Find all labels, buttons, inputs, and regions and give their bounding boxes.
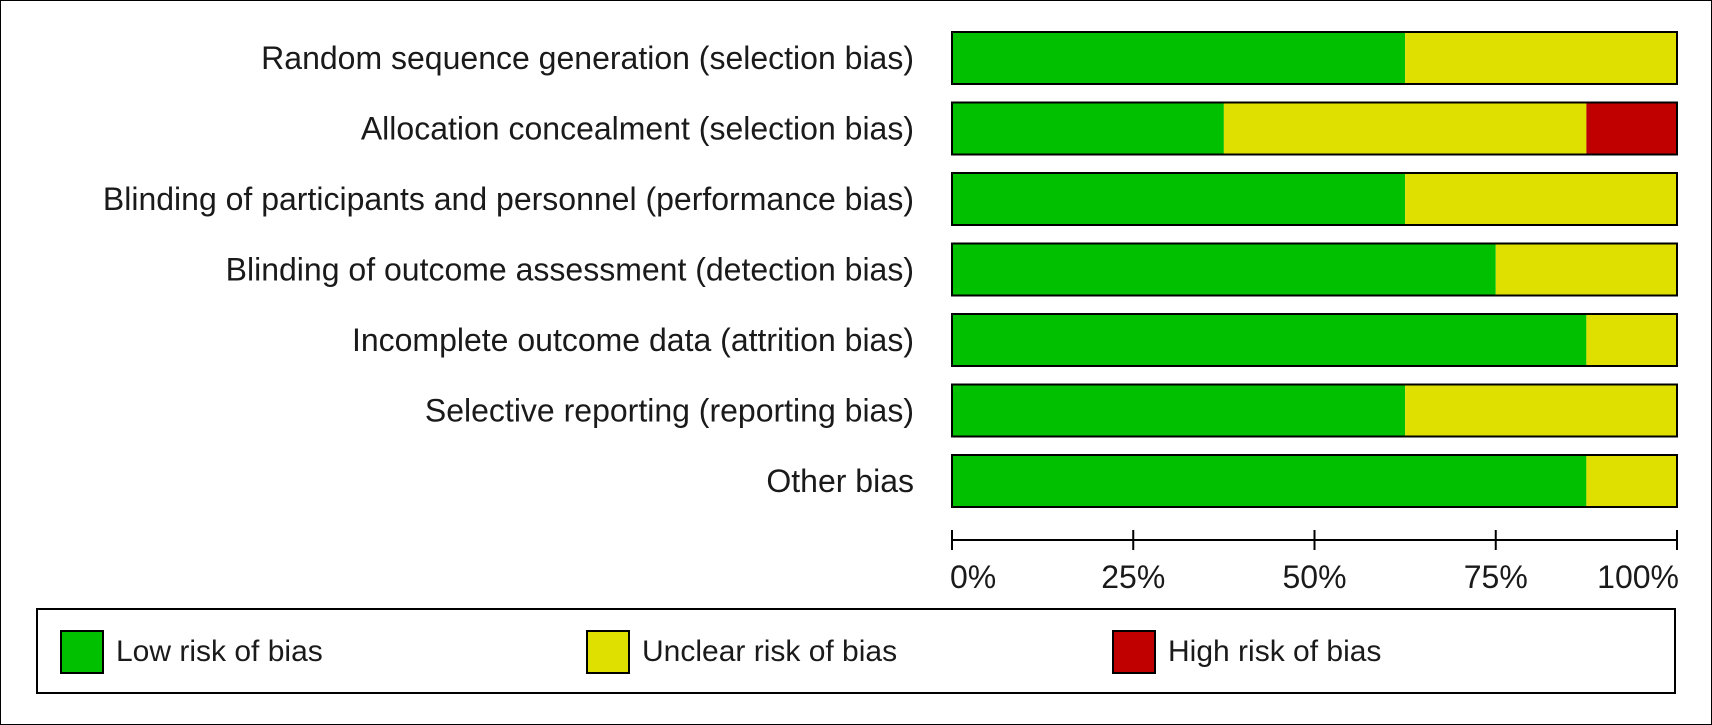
bar-segment-unclear <box>1586 455 1677 507</box>
legend-swatch-low <box>60 630 104 674</box>
legend-label-low: Low risk of bias <box>116 635 323 668</box>
x-tick-label: 100% <box>1597 559 1679 595</box>
x-tick-label: 0% <box>950 559 996 595</box>
bar-outline <box>951 242 1678 297</box>
row-label: Random sequence generation (selection bi… <box>261 40 914 76</box>
risk-of-bias-chart: Random sequence generation (selection bi… <box>103 31 1679 595</box>
bar-segment-unclear <box>1495 243 1677 296</box>
legend-item-unclear: Unclear risk of bias <box>586 629 897 675</box>
bar-outline <box>951 383 1678 438</box>
bar-outline <box>951 31 1678 85</box>
bar-segment-low <box>952 32 1406 84</box>
legend-item-high: High risk of bias <box>1112 629 1381 675</box>
bar-segment-unclear <box>1405 173 1677 225</box>
bar-outline <box>951 313 1678 367</box>
legend-item-low: Low risk of bias <box>60 629 323 675</box>
row-label: Blinding of outcome assessment (detectio… <box>226 252 914 288</box>
bar-segment-low <box>952 102 1224 155</box>
row-label: Blinding of participants and personnel (… <box>103 181 914 217</box>
bar-segment-low <box>952 384 1406 437</box>
legend: Low risk of bias Unclear risk of bias Hi… <box>36 608 1676 694</box>
legend-label-high: High risk of bias <box>1168 635 1382 668</box>
bar-segment-low <box>952 173 1406 225</box>
bar-outline <box>951 101 1678 156</box>
bar-segment-unclear <box>1586 314 1677 366</box>
bar-segment-unclear <box>1405 32 1677 84</box>
bar-segment-high <box>1586 102 1677 155</box>
bar-segment-unclear <box>1223 102 1587 155</box>
legend-swatch-high <box>1112 630 1156 674</box>
bar-outline <box>951 172 1678 226</box>
row-label: Selective reporting (reporting bias) <box>425 393 914 429</box>
legend-label-unclear: Unclear risk of bias <box>642 635 898 668</box>
bar-segment-low <box>952 314 1587 366</box>
x-tick-label: 75% <box>1464 559 1528 595</box>
x-tick-label: 50% <box>1282 559 1346 595</box>
row-label: Allocation concealment (selection bias) <box>361 111 914 147</box>
bar-segment-low <box>952 455 1587 507</box>
bar-segment-low <box>952 243 1496 296</box>
bar-outline <box>951 454 1678 508</box>
row-label: Incomplete outcome data (attrition bias) <box>352 322 914 358</box>
row-label: Other bias <box>766 463 914 499</box>
x-tick-label: 25% <box>1101 559 1165 595</box>
legend-swatch-unclear <box>586 630 630 674</box>
bar-segment-unclear <box>1405 384 1677 437</box>
